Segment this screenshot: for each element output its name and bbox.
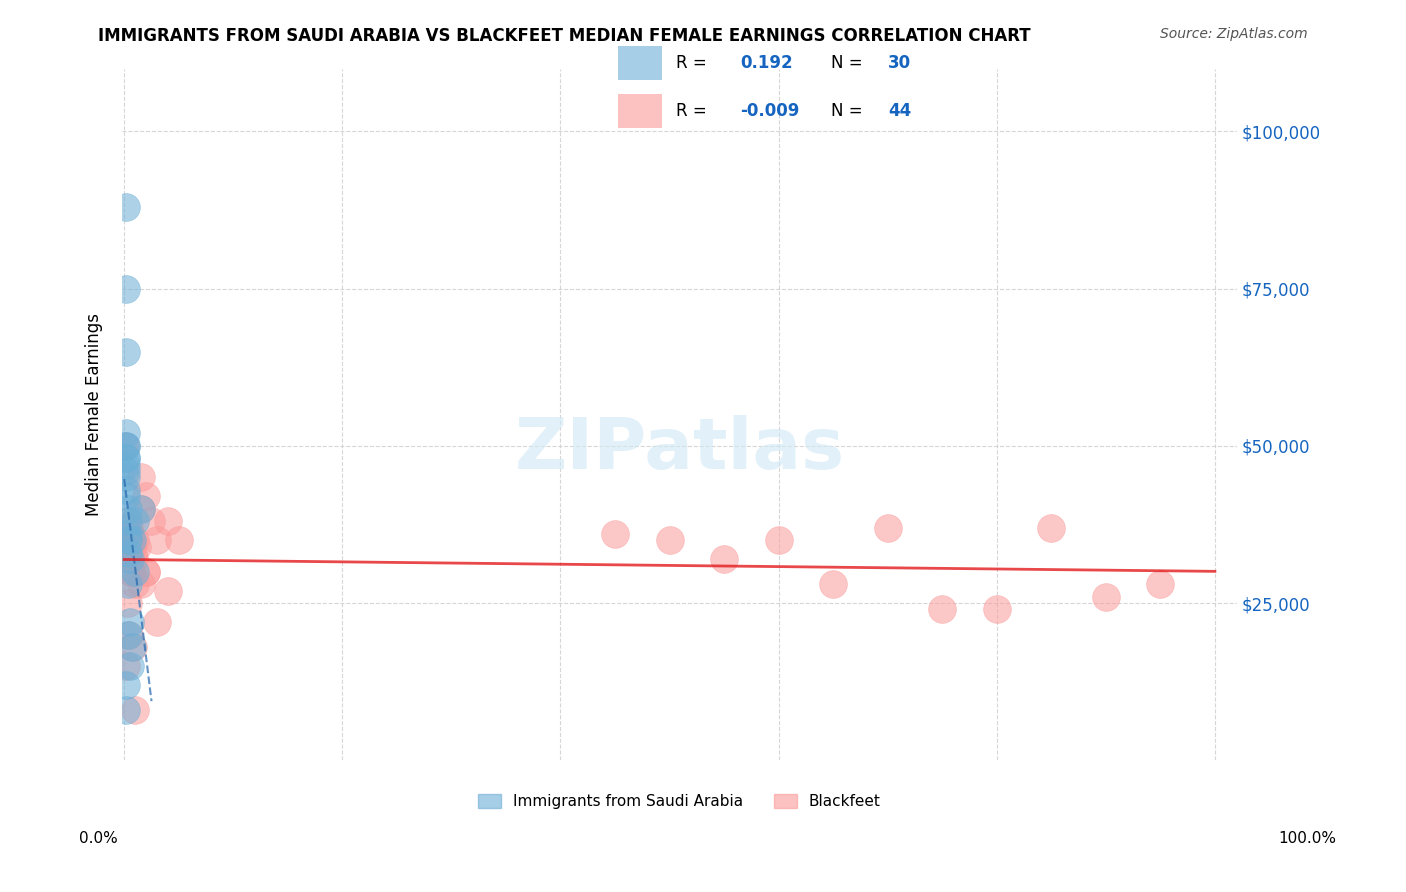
- Text: R =: R =: [676, 102, 706, 120]
- Text: ZIPatlas: ZIPatlas: [515, 415, 845, 483]
- Text: N =: N =: [831, 102, 862, 120]
- Point: [115, 426, 138, 441]
- Point: [876, 521, 898, 535]
- Point: [156, 583, 179, 598]
- Point: [118, 615, 141, 629]
- Point: [124, 703, 146, 717]
- Point: [120, 533, 142, 548]
- Point: [118, 659, 141, 673]
- Point: [120, 565, 142, 579]
- Point: [1149, 577, 1171, 591]
- Text: N =: N =: [831, 54, 862, 72]
- Point: [117, 627, 139, 641]
- Point: [117, 546, 139, 560]
- Point: [156, 515, 179, 529]
- Point: [124, 533, 146, 548]
- Point: [129, 501, 152, 516]
- Point: [115, 451, 138, 466]
- Point: [121, 640, 143, 655]
- Point: [117, 533, 139, 548]
- Point: [115, 344, 138, 359]
- Point: [117, 515, 139, 529]
- Point: [115, 282, 138, 296]
- Point: [121, 533, 143, 548]
- Point: [122, 546, 145, 560]
- Point: [121, 540, 143, 554]
- Point: [115, 703, 138, 717]
- Text: 100.0%: 100.0%: [1278, 831, 1337, 846]
- Point: [135, 489, 157, 503]
- Text: IMMIGRANTS FROM SAUDI ARABIA VS BLACKFEET MEDIAN FEMALE EARNINGS CORRELATION CHA: IMMIGRANTS FROM SAUDI ARABIA VS BLACKFEE…: [98, 27, 1031, 45]
- Point: [124, 515, 146, 529]
- Point: [115, 470, 138, 484]
- Point: [117, 501, 139, 516]
- Point: [135, 565, 157, 579]
- Point: [114, 439, 136, 453]
- Point: [122, 640, 145, 655]
- Point: [122, 552, 145, 566]
- Point: [117, 627, 139, 641]
- Point: [115, 659, 138, 673]
- Point: [768, 533, 790, 548]
- Bar: [619, 45, 662, 79]
- Bar: [619, 95, 662, 128]
- Point: [986, 602, 1008, 616]
- Point: [118, 552, 141, 566]
- Point: [117, 546, 139, 560]
- Text: 0.192: 0.192: [740, 54, 793, 72]
- Point: [1095, 590, 1118, 604]
- Point: [603, 527, 626, 541]
- Point: [931, 602, 953, 616]
- Point: [115, 489, 138, 503]
- Point: [115, 464, 138, 478]
- Text: Source: ZipAtlas.com: Source: ZipAtlas.com: [1160, 27, 1308, 41]
- Point: [658, 533, 681, 548]
- Point: [115, 439, 138, 453]
- Point: [135, 565, 157, 579]
- Point: [115, 458, 138, 472]
- Legend: Immigrants from Saudi Arabia, Blackfeet: Immigrants from Saudi Arabia, Blackfeet: [472, 788, 887, 815]
- Text: 44: 44: [889, 102, 911, 120]
- Point: [127, 540, 149, 554]
- Point: [117, 577, 139, 591]
- Text: 30: 30: [889, 54, 911, 72]
- Point: [115, 439, 138, 453]
- Point: [120, 565, 142, 579]
- Point: [115, 678, 138, 692]
- Point: [124, 565, 146, 579]
- Point: [141, 515, 163, 529]
- Point: [129, 470, 152, 484]
- Point: [146, 615, 169, 629]
- Point: [1040, 521, 1063, 535]
- Point: [117, 521, 139, 535]
- Point: [713, 552, 735, 566]
- Point: [167, 533, 190, 548]
- Point: [823, 577, 845, 591]
- Text: R =: R =: [676, 54, 706, 72]
- Point: [146, 533, 169, 548]
- Point: [117, 527, 139, 541]
- Point: [129, 501, 152, 516]
- Point: [117, 596, 139, 610]
- Point: [129, 577, 152, 591]
- Point: [115, 451, 138, 466]
- Point: [117, 552, 139, 566]
- Point: [124, 577, 146, 591]
- Text: 0.0%: 0.0%: [79, 831, 118, 846]
- Point: [117, 515, 139, 529]
- Point: [118, 527, 141, 541]
- Y-axis label: Median Female Earnings: Median Female Earnings: [86, 313, 103, 516]
- Point: [115, 200, 138, 214]
- Text: -0.009: -0.009: [740, 102, 799, 120]
- Point: [115, 483, 138, 497]
- Point: [115, 533, 138, 548]
